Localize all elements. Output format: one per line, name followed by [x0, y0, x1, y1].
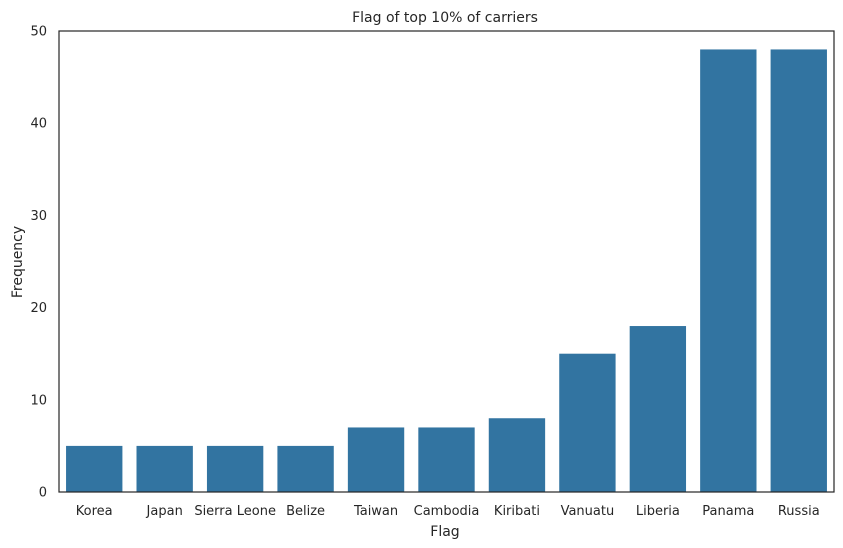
bar-taiwan — [347, 427, 405, 492]
x-tick-label: Cambodia — [414, 504, 480, 519]
bar-belize — [277, 445, 334, 492]
x-tick-label: Vanuatu — [561, 504, 615, 519]
x-tick-label: Kiribati — [494, 504, 540, 519]
x-tick-label: Panama — [702, 504, 754, 519]
bar-cambodia — [418, 427, 475, 492]
x-axis-label: Flag — [430, 524, 459, 540]
bars-group — [66, 49, 827, 492]
y-tick-label: 40 — [30, 117, 47, 132]
chart-title: Flag of top 10% of carriers — [352, 10, 538, 26]
x-tick-label: Liberia — [636, 504, 680, 519]
y-tick-label: 10 — [30, 393, 47, 408]
bar-vanuatu — [559, 353, 616, 492]
plot-frame — [58, 30, 835, 493]
bar-liberia — [629, 326, 687, 492]
y-tick-label: 20 — [30, 301, 47, 316]
x-tick-label: Korea — [76, 504, 113, 519]
bar-kiribati — [488, 418, 546, 492]
x-tick-label: Sierra Leone — [194, 504, 276, 519]
bar-russia — [770, 49, 827, 492]
bar-korea — [66, 445, 123, 492]
y-tick-label: 0 — [39, 486, 47, 501]
bar-japan — [136, 445, 193, 492]
y-tick-label: 50 — [30, 25, 47, 40]
x-axis-ticks: Korea Japan Sierra Leone Belize Taiwan Cambod… — [76, 504, 820, 519]
y-axis-label: Frequency — [10, 226, 26, 298]
bar-sierra-leone — [206, 445, 264, 492]
x-tick-label: Russia — [778, 504, 820, 519]
x-tick-label: Taiwan — [353, 504, 398, 519]
y-tick-label: 30 — [30, 209, 47, 224]
bar-panama — [700, 49, 757, 492]
x-tick-label: Belize — [286, 504, 325, 519]
y-axis-ticks: 0 10 20 30 40 50 — [30, 25, 47, 501]
x-tick-label: Japan — [146, 504, 183, 519]
